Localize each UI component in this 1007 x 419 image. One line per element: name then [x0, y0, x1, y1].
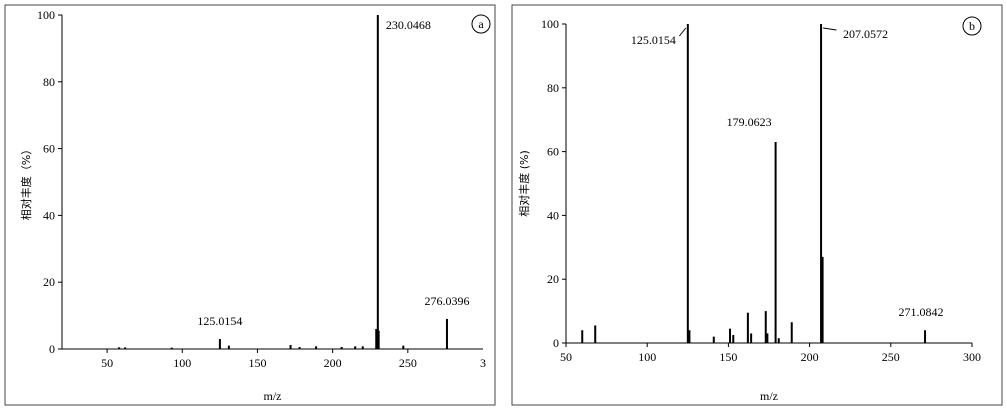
y-tick-label: 100	[37, 8, 55, 22]
panel-frame	[4, 4, 496, 406]
y-tick-label: 0	[49, 342, 55, 356]
y-axis-label: 相对丰度（%）	[19, 144, 33, 220]
x-tick-label: 50	[101, 356, 113, 370]
y-tick-label: 80	[43, 75, 55, 89]
peak-label: 271.0842	[899, 305, 944, 319]
x-tick-label: 50	[560, 350, 572, 364]
y-tick-label: 20	[43, 275, 55, 289]
y-axis-label: 相对丰度 (%)	[517, 150, 531, 217]
y-tick-label: 60	[547, 145, 559, 159]
x-tick-label: 150	[248, 356, 266, 370]
x-tick-label: 250	[882, 350, 900, 364]
y-tick-label: 40	[547, 208, 559, 222]
peak-label: 230.0468	[386, 18, 431, 32]
leader-line	[822, 27, 837, 31]
x-axis-label: m/z	[264, 389, 282, 403]
y-tick-label: 80	[547, 81, 559, 95]
peak-label: 207.0572	[843, 27, 888, 41]
peak-label: 125.0154	[631, 33, 676, 47]
panel-label: b	[969, 19, 975, 33]
panel-label: a	[478, 17, 484, 31]
y-tick-label: 100	[541, 17, 559, 31]
x-tick-label: 100	[638, 350, 656, 364]
panel-badge	[962, 16, 982, 36]
x-tick-label: 100	[173, 356, 191, 370]
x-axis-label: m/z	[760, 389, 778, 403]
x-tick-label: 250	[399, 356, 417, 370]
x-tick-label: 200	[324, 356, 342, 370]
x-tick-label: 200	[801, 350, 819, 364]
leader-line	[679, 27, 687, 37]
y-tick-label: 0	[553, 336, 559, 350]
panel-badge	[471, 14, 491, 34]
peak-label: 276.0396	[424, 294, 469, 308]
y-tick-label: 40	[43, 208, 55, 222]
x-tick-label: 3	[480, 356, 486, 370]
panel-frame	[511, 4, 1003, 406]
y-tick-label: 60	[43, 142, 55, 156]
x-tick-label: 150	[719, 350, 737, 364]
peak-label: 179.0623	[727, 115, 772, 129]
peak-label: 125.0154	[197, 314, 242, 328]
x-tick-label: 300	[963, 350, 981, 364]
y-tick-label: 20	[547, 272, 559, 286]
